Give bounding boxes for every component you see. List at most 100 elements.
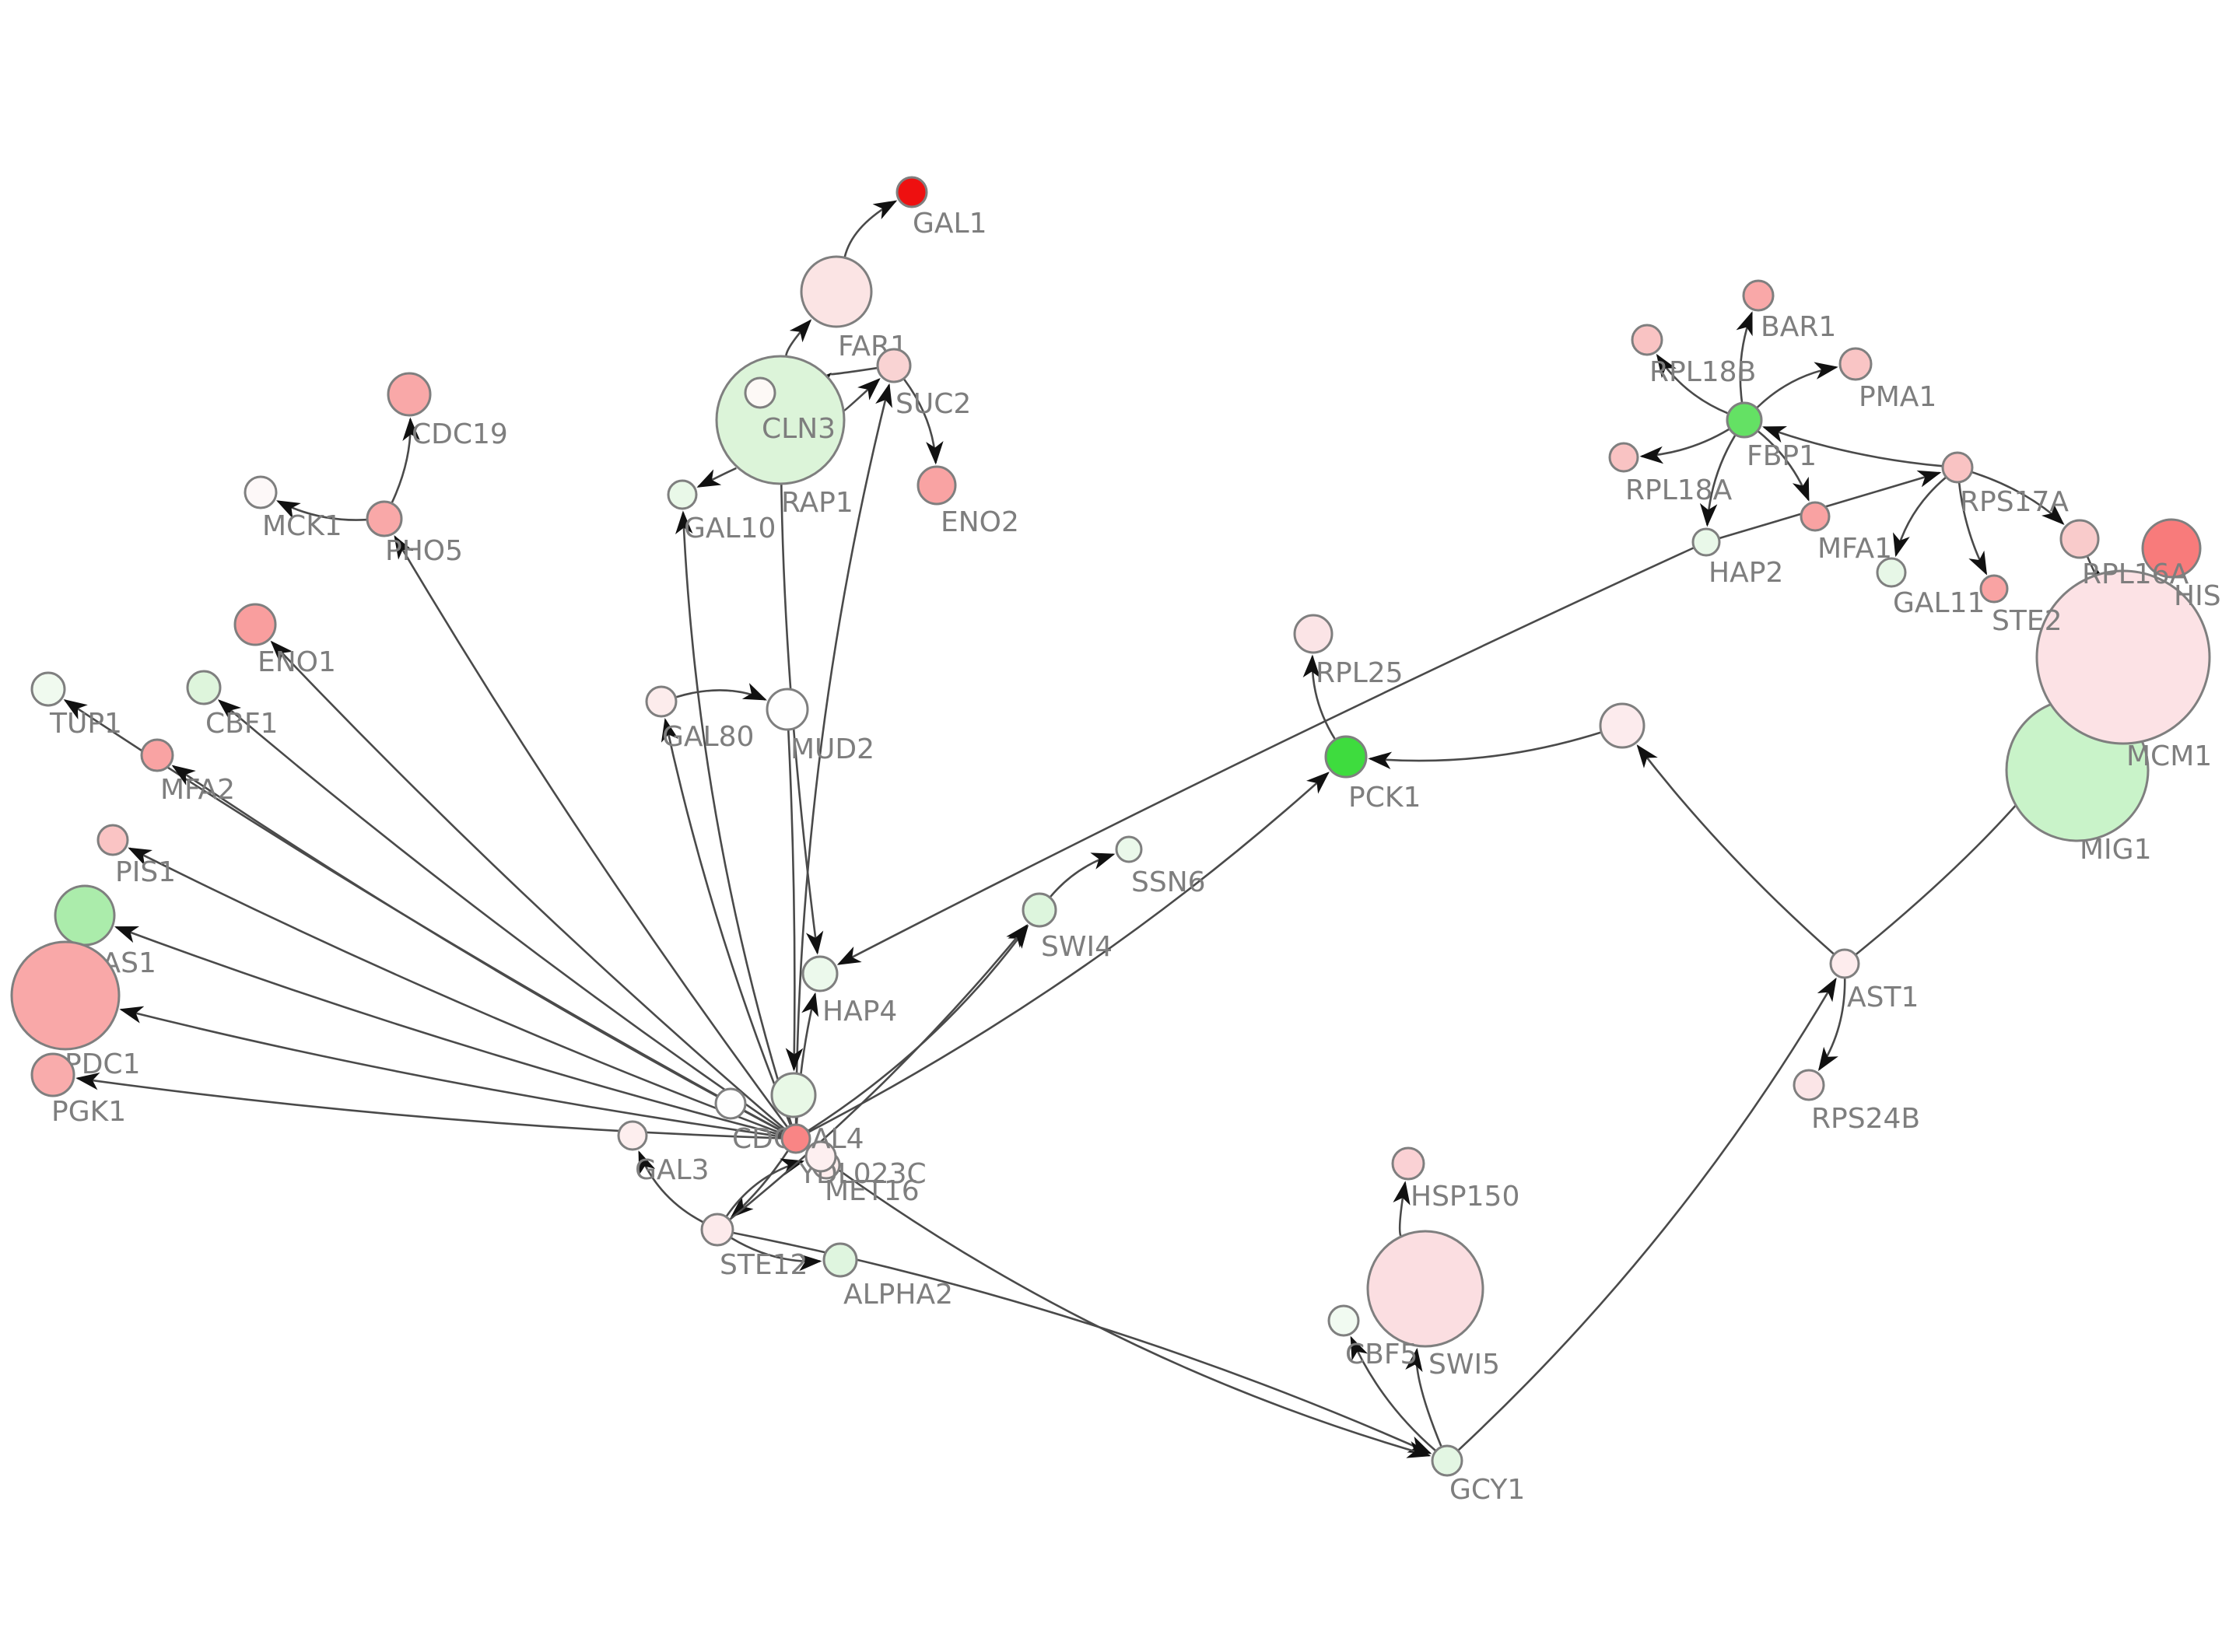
node-circle[interactable] [766, 688, 809, 731]
edge-UNLABELED1-PCK1[interactable] [1368, 731, 1601, 769]
edge-SUC2-ENO2[interactable] [903, 378, 944, 465]
node-eno1[interactable]: ENO1 [233, 603, 336, 678]
node-pgk1[interactable]: PGK1 [30, 1052, 126, 1128]
node-circle[interactable] [916, 465, 957, 506]
node-circle[interactable] [1838, 347, 1873, 381]
node-circle[interactable] [96, 824, 129, 856]
edge-GAL4-PDC1[interactable] [119, 1006, 782, 1138]
node-ydl023c[interactable]: YDL023C [798, 1140, 927, 1190]
edge-RPS17A-FBP1[interactable] [1762, 425, 1943, 467]
node-pdc1[interactable]: PDC1 [10, 940, 140, 1080]
edge-RAP1-FAR1[interactable] [785, 319, 812, 356]
node-ssn6[interactable]: SSN6 [1115, 835, 1206, 898]
node-circle[interactable] [800, 255, 873, 328]
node-circle[interactable] [667, 479, 698, 510]
edge-GAL4-CBF1[interactable] [217, 699, 785, 1132]
edge-STE12-ALPHA2[interactable] [731, 1237, 822, 1272]
node-hap2[interactable]: HAP2 [1691, 527, 1783, 589]
node-circle[interactable] [1941, 451, 1974, 484]
edge-FBP1-RPL18A[interactable] [1639, 428, 1730, 464]
node-alpha2[interactable]: ALPHA2 [822, 1242, 953, 1311]
node-cdc19[interactable]: CDC19 [387, 372, 508, 450]
node-circle[interactable] [744, 376, 776, 409]
edge-GAL4-RAS1[interactable] [114, 926, 782, 1136]
node-pck1[interactable]: PCK1 [1324, 735, 1421, 814]
node-gal80[interactable]: GAL80 [645, 685, 754, 753]
edge-RPS17A-STE2[interactable] [1957, 482, 1988, 576]
node-circle[interactable] [1324, 735, 1368, 779]
edge-GAL4-MFA2[interactable] [171, 765, 783, 1133]
edge-GAL80-MUD2[interactable] [675, 683, 767, 701]
edge-FBP1-BAR1[interactable] [1736, 311, 1753, 403]
edge-GAL4-GAL10[interactable] [675, 510, 793, 1125]
edge-STE12-GAL3[interactable] [638, 1150, 704, 1223]
node-pma1[interactable]: PMA1 [1838, 347, 1936, 413]
node-circle[interactable] [1022, 892, 1057, 928]
edge-GAL4-PGK1[interactable] [75, 1073, 782, 1139]
node-rps24b[interactable]: RPS24B [1793, 1069, 1920, 1135]
node-gal11[interactable]: GAL11 [1876, 557, 1985, 619]
edge-FAR1-GAL1[interactable] [843, 200, 898, 257]
edge-PHO5-CDC19[interactable] [391, 417, 420, 503]
node-rpl16a[interactable]: RPL16A [2059, 519, 2189, 590]
node-ast1[interactable]: AST1 [1829, 948, 1919, 1013]
edge-SWI4-SSN6[interactable] [1050, 852, 1116, 898]
node-circle[interactable] [617, 1120, 648, 1151]
node-rps17a[interactable]: RPS17A [1941, 451, 2069, 518]
node-circle[interactable] [895, 176, 928, 208]
node-circle[interactable] [1742, 279, 1775, 312]
edge-GCY1-CBF5[interactable] [1350, 1335, 1436, 1451]
node-circle[interactable] [1366, 1230, 1484, 1348]
node-circle[interactable] [1115, 835, 1143, 863]
node-circle[interactable] [645, 685, 678, 718]
edge-PCK1-RPL25[interactable] [1302, 654, 1336, 740]
edge-FBP1-RPL18B[interactable] [1656, 353, 1729, 415]
edge-HAP2-RPS17A[interactable] [1719, 470, 1942, 540]
edge-GAL4-SWI4[interactable] [808, 924, 1029, 1132]
node-circle[interactable] [780, 1123, 811, 1154]
node-swi5[interactable]: SWI5 [1366, 1230, 1500, 1381]
edge-GAL4-SUC2[interactable] [794, 383, 892, 1125]
node-circle[interactable] [714, 1087, 747, 1120]
node-circle[interactable] [1608, 442, 1639, 473]
node-circle[interactable] [804, 1140, 837, 1173]
edge-GAL4-PHO5[interactable] [394, 535, 788, 1128]
node-circle[interactable] [2035, 569, 2211, 745]
node-hap4[interactable]: HAP4 [801, 955, 897, 1027]
node-ste12[interactable]: STE12 [700, 1213, 808, 1281]
edge-RPS17A-GAL11[interactable] [1893, 477, 1947, 558]
node-fbp1[interactable]: FBP1 [1726, 401, 1817, 472]
node-mfa1[interactable]: MFA1 [1800, 501, 1892, 565]
node-pho5[interactable]: PHO5 [366, 500, 463, 567]
edge-AST1-UNLABELED1[interactable] [1636, 744, 1835, 955]
edge-FBP1-HAP2[interactable] [1699, 435, 1737, 527]
node-gal10[interactable]: GAL10 [667, 479, 776, 544]
edge-GCY1-SWI5[interactable] [1405, 1347, 1442, 1447]
node-cln3[interactable]: CLN3 [744, 376, 836, 445]
node-circle[interactable] [1829, 948, 1860, 979]
node-circle[interactable] [10, 940, 121, 1051]
node-circle[interactable] [1691, 527, 1721, 557]
node-circle[interactable] [822, 1242, 858, 1278]
edge-SUC2-RAP1[interactable] [808, 366, 878, 396]
node-circle[interactable] [2141, 518, 2202, 579]
node-gcy1[interactable]: GCY1 [1431, 1444, 1525, 1506]
node-rpl18a[interactable]: RPL18A [1608, 442, 1733, 506]
node-circle[interactable] [1979, 574, 2009, 604]
edge-GAL4-PCK1[interactable] [808, 772, 1330, 1133]
node-gal4[interactable]: GAL4 [780, 1123, 864, 1155]
edge-SWI5-HSP150[interactable] [1393, 1181, 1411, 1237]
node-circle[interactable] [140, 738, 174, 772]
edge-GAL4-PIS1[interactable] [128, 847, 783, 1135]
edge-PHO5-MCK1[interactable] [275, 500, 367, 521]
node-circle[interactable] [1391, 1146, 1425, 1181]
node-circle[interactable] [801, 955, 839, 992]
node-gal3[interactable]: GAL3 [617, 1120, 709, 1186]
node-eno2[interactable]: ENO2 [916, 465, 1019, 538]
node-circle[interactable] [1293, 614, 1334, 654]
node-mcm1[interactable]: MCM1 [2035, 569, 2212, 772]
node-circle[interactable] [2059, 519, 2100, 559]
node-mud2[interactable]: MUD2 [766, 688, 874, 765]
node-circle[interactable] [387, 372, 432, 417]
node-circle[interactable] [1793, 1069, 1825, 1101]
